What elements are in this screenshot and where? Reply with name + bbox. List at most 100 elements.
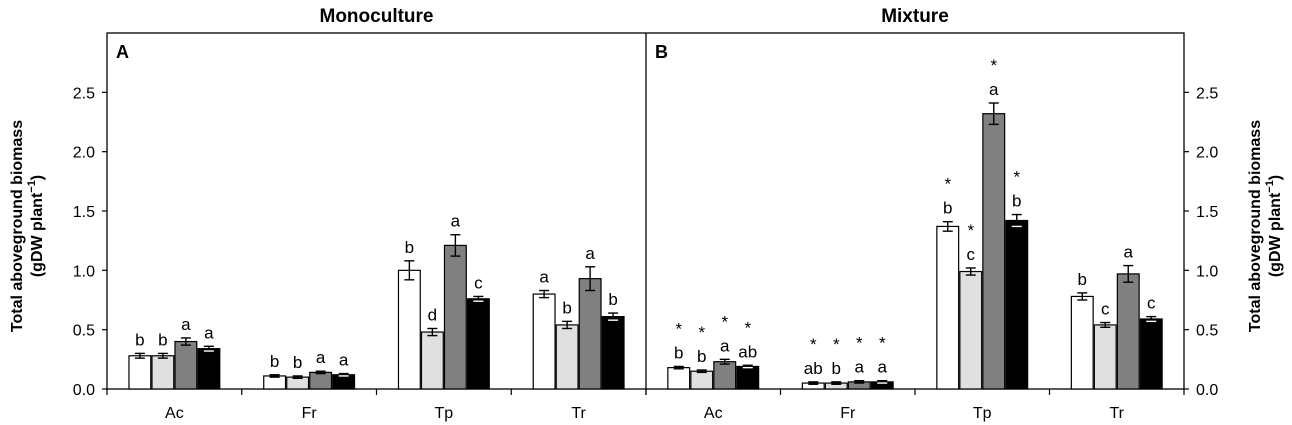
significance-letter: b — [405, 238, 414, 257]
significance-letter: c — [1101, 300, 1110, 319]
bar — [309, 371, 333, 390]
significance-letter: b — [562, 298, 571, 317]
y-tick-label: 1.5 — [1196, 204, 1218, 221]
significance-letter: b — [674, 343, 683, 362]
y-tick-label: 2.5 — [73, 85, 95, 102]
panel-title: Monoculture — [320, 6, 434, 27]
x-tick-label: Ac — [165, 405, 184, 422]
y-axis-label-line1: Total aboveground biomass — [1247, 120, 1264, 332]
significance-letter: a — [1124, 243, 1134, 262]
significance-letter: a — [204, 323, 214, 342]
significance-letter: a — [316, 348, 326, 367]
significance-star: * — [833, 335, 840, 354]
significance-star: * — [944, 175, 951, 194]
y-axis-label-line2: (gDW plant−1) — [26, 175, 46, 277]
bar — [713, 361, 737, 390]
significance-letter: ab — [804, 359, 823, 378]
bar — [332, 374, 356, 390]
bar — [151, 355, 175, 390]
x-tick-label: Tp — [973, 405, 992, 422]
bar — [532, 293, 556, 390]
y-tick-label: 2.0 — [1196, 145, 1218, 162]
bar — [601, 316, 625, 390]
bar — [690, 370, 714, 390]
axes-layer — [102, 32, 1189, 395]
significance-letter: b — [1078, 270, 1087, 289]
y-tick-label: 2.5 — [1196, 85, 1218, 102]
bar — [555, 324, 579, 390]
bar — [578, 278, 602, 390]
bar — [1093, 324, 1117, 390]
x-tick-label: Tr — [571, 405, 586, 422]
significance-letter: c — [1147, 294, 1156, 313]
panel-label: B — [655, 42, 668, 62]
significance-letter: a — [878, 358, 888, 377]
significance-star: * — [721, 312, 728, 331]
significance-star: * — [744, 318, 751, 337]
bar — [466, 298, 490, 390]
significance-letter: b — [158, 330, 167, 349]
significance-letter: a — [585, 244, 595, 263]
y-tick-label: 0.5 — [73, 323, 95, 340]
x-tick-label: Tr — [1109, 405, 1124, 422]
y-axis-unit-exponent: −1 — [1264, 180, 1276, 193]
significance-letter: b — [1012, 192, 1021, 211]
bar — [263, 375, 287, 390]
x-tick-label: Fr — [302, 405, 318, 422]
y-tick-label: 1.0 — [73, 263, 95, 280]
bar — [420, 331, 444, 390]
significance-letter: ab — [738, 342, 757, 361]
x-tick-label: Ac — [704, 405, 723, 422]
significance-letter: b — [135, 330, 144, 349]
significance-letter: c — [474, 273, 483, 292]
significance-star: * — [810, 335, 817, 354]
significance-star: * — [856, 334, 863, 353]
y-axis-unit: (gDW plant — [29, 192, 46, 277]
significance-star: * — [879, 334, 886, 353]
y-axis-unit: (gDW plant — [1267, 192, 1284, 277]
bar — [959, 270, 983, 390]
bar — [397, 269, 421, 390]
bar — [1005, 219, 1029, 390]
y-tick-label: 0.5 — [1196, 323, 1218, 340]
significance-letter: a — [451, 212, 461, 231]
y-tick-label: 0.0 — [1196, 382, 1218, 399]
bar — [982, 113, 1006, 390]
y-axis-label: Total aboveground biomass (gDW plant−1) — [1247, 120, 1284, 332]
x-tick-label: Fr — [840, 405, 856, 422]
significance-star: * — [967, 221, 974, 240]
y-axis-label-line2: (gDW plant−1) — [1264, 175, 1284, 277]
y-tick-label: 1.0 — [1196, 263, 1218, 280]
significance-letter: b — [832, 359, 841, 378]
bar — [1139, 318, 1163, 390]
y-axis-label: Total aboveground biomass (gDW plant−1) — [9, 120, 46, 332]
significance-letter: b — [293, 353, 302, 372]
bar — [936, 225, 960, 390]
significance-star: * — [698, 323, 705, 342]
significance-star: * — [675, 319, 682, 338]
significance-letter: b — [697, 347, 706, 366]
y-axis-unit-close: ) — [29, 175, 46, 180]
significance-letter: b — [608, 290, 617, 309]
bar — [736, 365, 760, 390]
panel-label: A — [116, 42, 129, 62]
y-axis-unit-exponent: −1 — [26, 180, 38, 193]
bar — [197, 348, 221, 390]
significance-letter: b — [943, 199, 952, 218]
x-tick-label: Tp — [435, 405, 454, 422]
y-tick-label: 1.5 — [73, 204, 95, 221]
significance-letter: a — [181, 315, 191, 334]
significance-letter: a — [539, 268, 549, 287]
significance-letter: a — [855, 358, 865, 377]
bars-layer — [128, 102, 1163, 390]
bar — [443, 244, 467, 390]
y-tick-label: 0.0 — [73, 382, 95, 399]
bar — [174, 340, 198, 390]
significance-letter: d — [428, 305, 437, 324]
y-axis-label-line1: Total aboveground biomass — [9, 120, 26, 332]
panel-title: Mixture — [881, 6, 949, 27]
significance-letter: b — [270, 352, 279, 371]
y-axis-unit-close: ) — [1267, 175, 1284, 180]
text-layer: Monoculture A 0.0 0.5 1.0 1.5 2.0 2.5 Total abov… — [9, 6, 1284, 422]
